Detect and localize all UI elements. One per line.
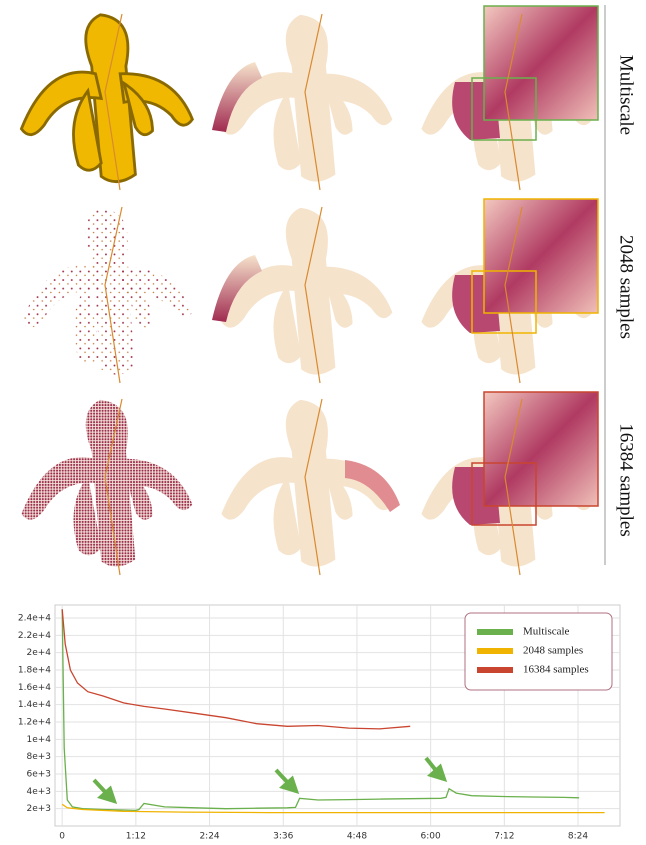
y-tick-label: 1.2e+4 [18, 718, 51, 728]
legend-label: 2048 samples [523, 645, 583, 657]
row-label: 16384 samples [616, 423, 637, 536]
figure: Multiscale 2048 samples 16384 samples 2e… [0, 0, 646, 845]
y-tick-label: 2.2e+4 [18, 631, 51, 641]
x-tick-label: 4:48 [347, 832, 367, 842]
y-tick-label: 1.6e+4 [18, 683, 51, 693]
y-tick-label: 6e+3 [26, 770, 51, 780]
row-label: 2048 samples [616, 235, 637, 339]
x-tick-label: 3:36 [273, 832, 293, 842]
y-tick-label: 8e+3 [26, 752, 51, 762]
row-label: Multiscale [616, 55, 637, 135]
y-tick-label: 1.4e+4 [18, 700, 51, 710]
x-tick-label: 6:00 [421, 832, 441, 842]
chart: 2e+3 4e+3 6e+3 8e+3 1e+4 1.2e+4 1.4e+4 1.6e+4 1.… [18, 605, 620, 842]
legend-label: Multiscale [523, 626, 570, 638]
x-tick-label: 7:12 [494, 832, 514, 842]
legend-swatch [477, 648, 513, 654]
x-tick-label: 0 [59, 832, 65, 842]
y-tick-label: 2e+3 [26, 804, 51, 814]
y-tick-label: 4e+3 [26, 787, 51, 797]
x-tick-label: 2:24 [199, 832, 219, 842]
y-tick-label: 2e+4 [26, 648, 51, 658]
illustration-grid: Multiscale 2048 samples 16384 samples [21, 5, 636, 575]
y-tick-label: 1.8e+4 [18, 666, 51, 676]
legend-label: 16384 samples [523, 664, 589, 676]
legend-swatch [477, 629, 513, 635]
legend-swatch [477, 667, 513, 673]
x-tick-label: 8:24 [568, 832, 588, 842]
x-tick-label: 1:12 [126, 832, 146, 842]
y-tick-label: 1e+4 [26, 735, 51, 745]
y-tick-label: 2.4e+4 [18, 614, 51, 624]
